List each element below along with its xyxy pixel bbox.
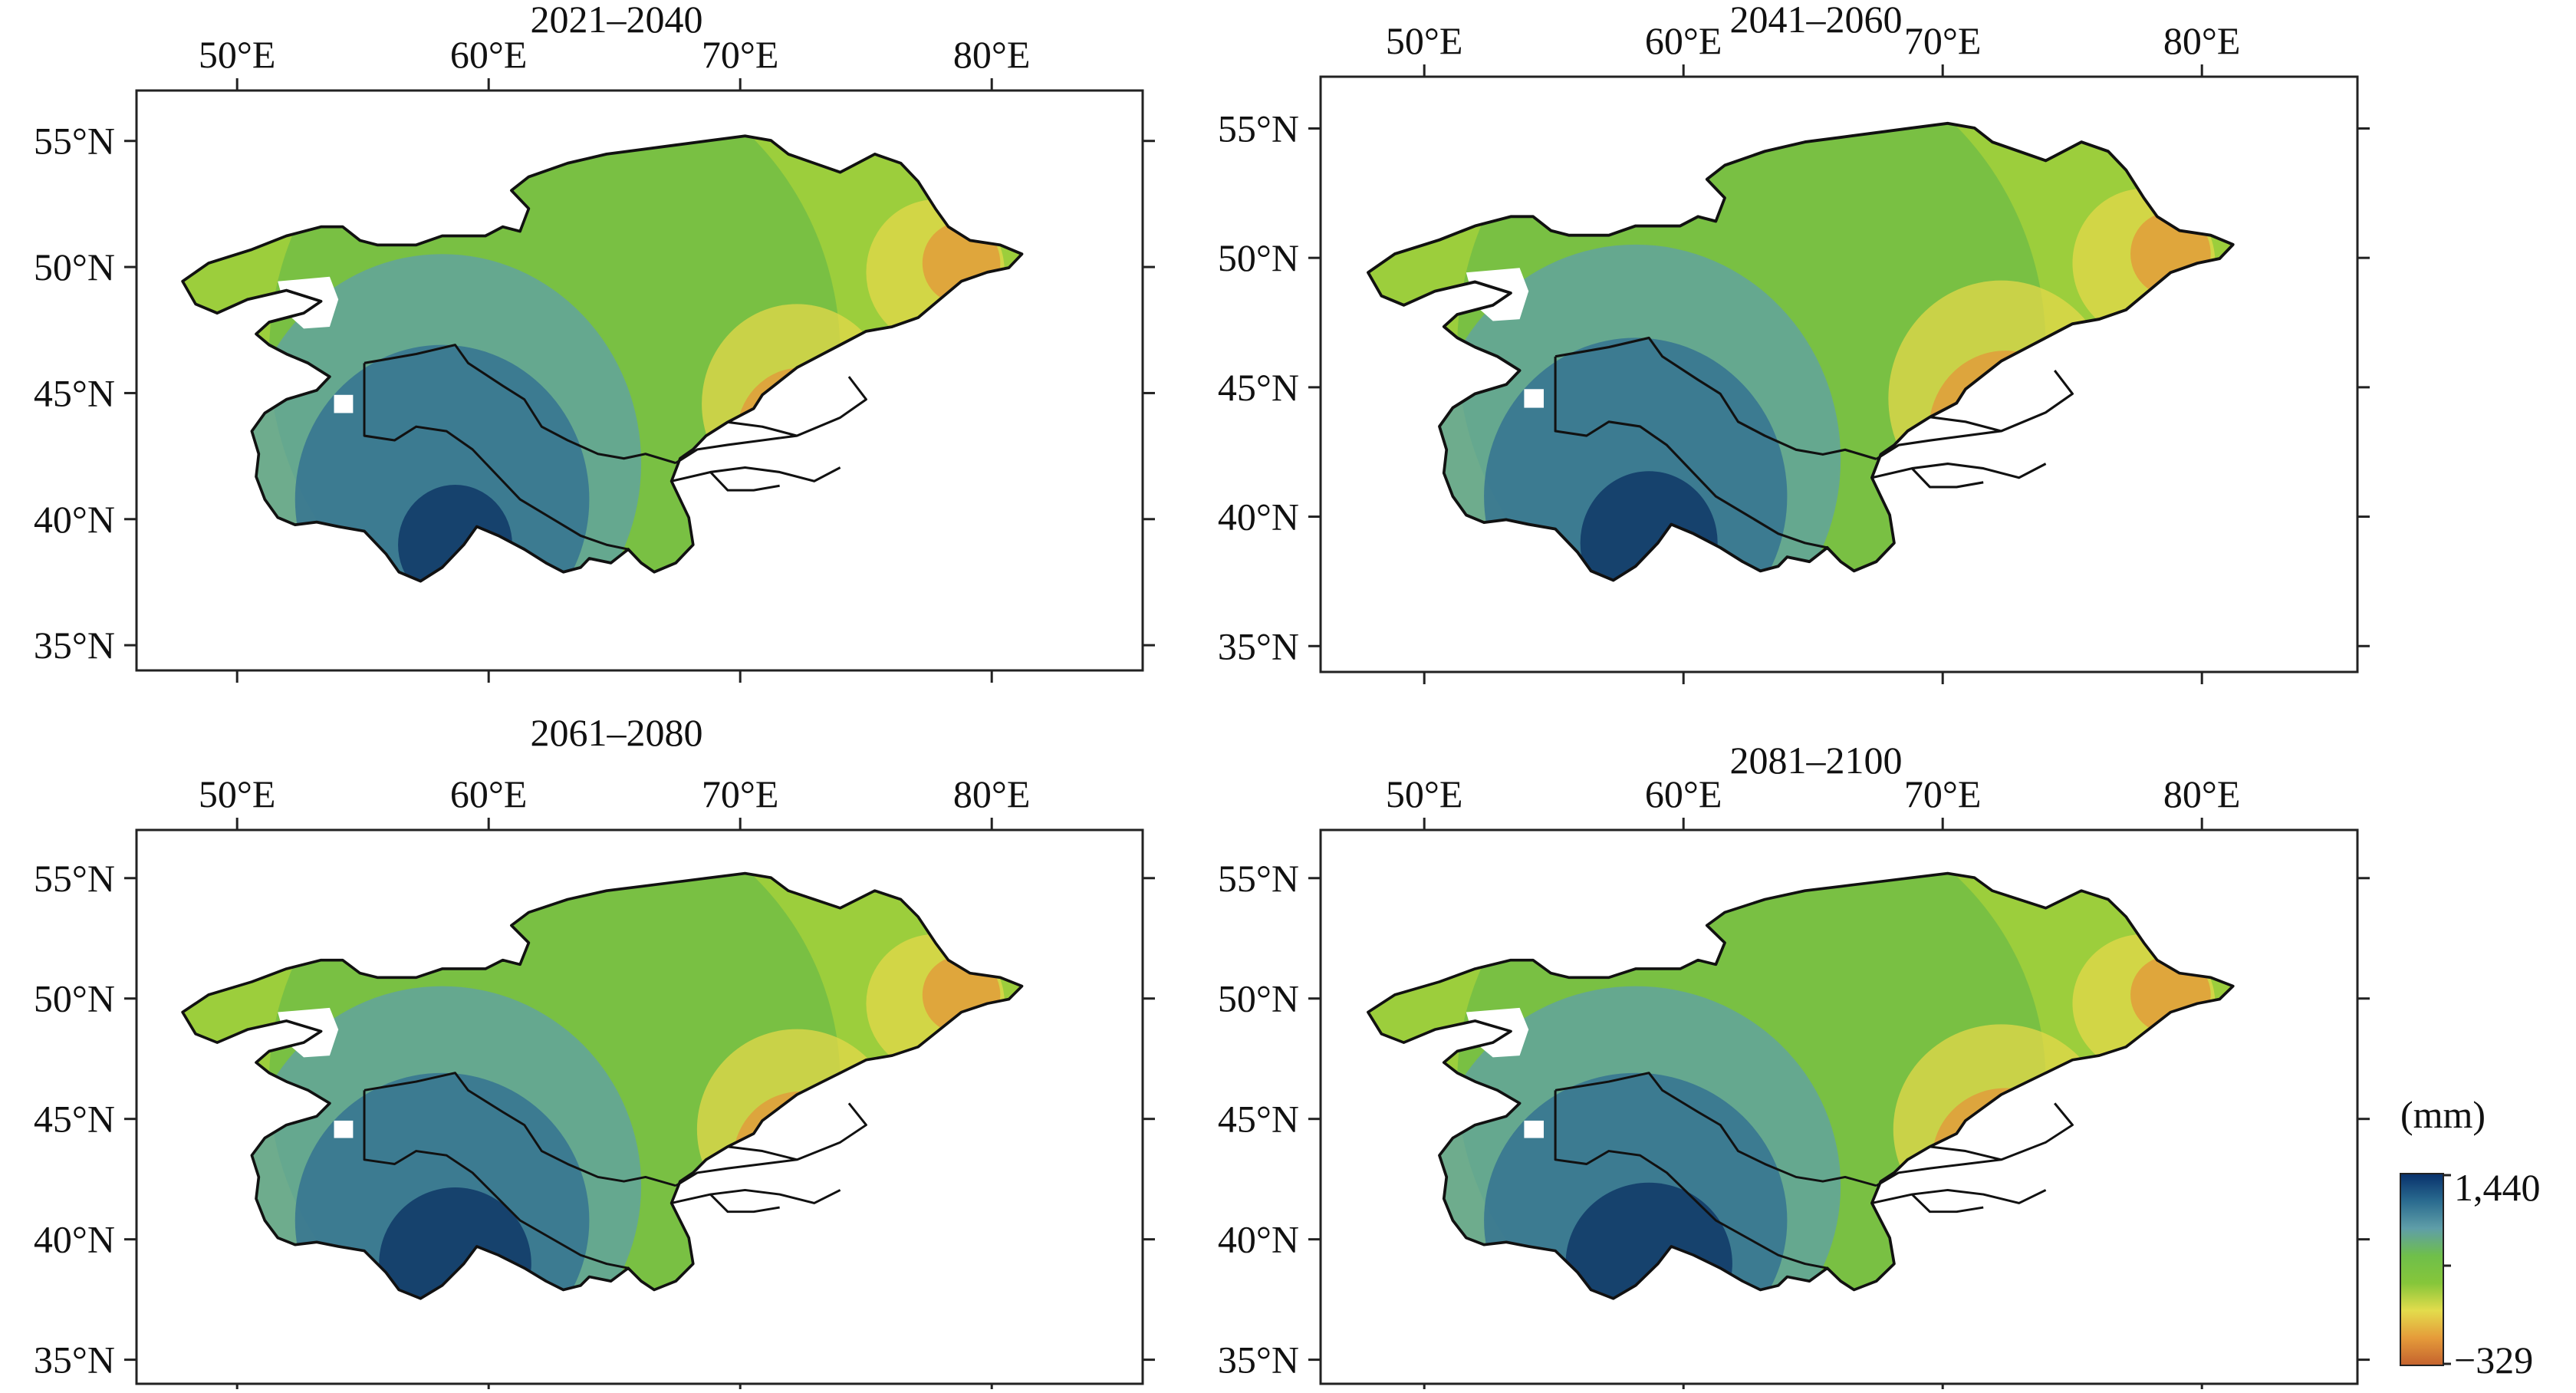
- lon-label: 70°E: [1904, 772, 1982, 815]
- water-gap: [1524, 389, 1544, 408]
- field-blob: [732, 1091, 870, 1228]
- lon-label: 50°E: [199, 772, 276, 815]
- map-frame: [135, 89, 1144, 672]
- panel-title: 2041–2060: [1730, 0, 1903, 41]
- lat-label: 35°N: [1218, 1339, 1299, 1381]
- lon-label: 70°E: [702, 772, 779, 815]
- precipitation-field: [183, 136, 1022, 581]
- lon-label: 60°E: [450, 33, 528, 76]
- lon-label: 50°E: [199, 33, 276, 76]
- lat-label: 45°N: [1218, 366, 1299, 409]
- precipitation-field: [1367, 123, 2233, 581]
- map-panel-3: 2061–2080 50°E 60°E 70°E 80°E 55°N 50°N 45°N 40°…: [34, 711, 1155, 1393]
- map-panel-4: 2081–2100 50°E 60°E 70°E 80°E 55°N 50°N 45°N 40°…: [1218, 739, 2370, 1393]
- lon-label: 50°E: [1386, 19, 1463, 62]
- field-blob: [1888, 280, 2114, 517]
- legend-max-label: 1,440: [2454, 1166, 2541, 1209]
- lat-label: 45°N: [34, 1098, 115, 1141]
- precipitation-field: [183, 873, 1022, 1299]
- region-map: [1367, 871, 2235, 1300]
- lon-label: 60°E: [1645, 19, 1722, 62]
- panel-title: 2081–2100: [1730, 739, 1903, 782]
- field-blob: [715, 463, 793, 545]
- legend-min-label: −329: [2454, 1339, 2533, 1381]
- field-blob: [379, 1187, 531, 1299]
- lat-label: 50°N: [34, 977, 115, 1020]
- lat-label: 55°N: [1218, 107, 1299, 150]
- field-blob: [1932, 1088, 2080, 1232]
- lon-label: 70°E: [702, 33, 779, 76]
- lat-label: 50°N: [1218, 977, 1299, 1020]
- field-blob: [736, 367, 867, 504]
- map-frame: [1319, 828, 2359, 1385]
- lon-label: 60°E: [450, 772, 528, 815]
- lat-label: 40°N: [1218, 1218, 1299, 1261]
- map-panel-1: 2021–2040 50°E 60°E 70°E 80°E 55°N 50°N 45°N 40°…: [34, 0, 1155, 683]
- lat-label: 50°N: [34, 245, 115, 288]
- lat-label: 45°N: [1218, 1098, 1299, 1141]
- internal-boundaries: [363, 1072, 867, 1270]
- lat-label: 40°N: [34, 498, 115, 541]
- lat-label: 55°N: [34, 120, 115, 163]
- lat-label: 55°N: [1218, 857, 1299, 900]
- water-gap: [334, 394, 354, 413]
- field-blob: [1580, 471, 1718, 581]
- water-gap: [1524, 1120, 1544, 1138]
- legend-unit: (mm): [2400, 1093, 2486, 1136]
- map-frame: [135, 828, 1144, 1385]
- lon-label: 50°E: [1386, 772, 1463, 815]
- field-blob: [398, 485, 512, 581]
- map-panel-2: 2041–2060 50°E 60°E 70°E 80°E 55°N 50°N 45°N 40°…: [1218, 0, 2370, 684]
- field-blob: [1565, 1182, 1732, 1299]
- lon-label: 80°E: [953, 33, 1031, 76]
- panel-title: 2061–2080: [531, 711, 703, 754]
- internal-boundaries: [1554, 336, 2074, 549]
- lat-label: 40°N: [34, 1218, 115, 1261]
- lon-label: 80°E: [2163, 772, 2241, 815]
- lon-label: 80°E: [953, 772, 1031, 815]
- region-map: [181, 134, 1024, 583]
- region-map: [181, 871, 1024, 1300]
- field-blob: [1893, 1024, 2110, 1235]
- map-frame: [1319, 75, 2359, 673]
- lat-label: 35°N: [34, 1339, 115, 1381]
- internal-boundaries: [363, 344, 867, 551]
- lat-label: 40°N: [1218, 496, 1299, 538]
- lat-label: 35°N: [34, 624, 115, 667]
- region-map: [1366, 121, 2235, 582]
- panel-title: 2021–2040: [531, 0, 703, 41]
- colorbar: [2400, 1173, 2444, 1366]
- precipitation-field: [1367, 873, 2233, 1299]
- lon-label: 80°E: [2163, 19, 2241, 62]
- lon-label: 70°E: [1904, 19, 1982, 62]
- lat-label: 45°N: [34, 371, 115, 414]
- internal-boundaries: [1554, 1072, 2074, 1270]
- colorbar-legend: (mm) 1,440 −329: [2400, 1093, 2541, 1381]
- water-gap: [334, 1120, 354, 1138]
- lat-label: 35°N: [1218, 624, 1299, 667]
- lat-label: 55°N: [34, 857, 115, 900]
- lon-label: 60°E: [1645, 772, 1722, 815]
- lat-label: 50°N: [1218, 236, 1299, 279]
